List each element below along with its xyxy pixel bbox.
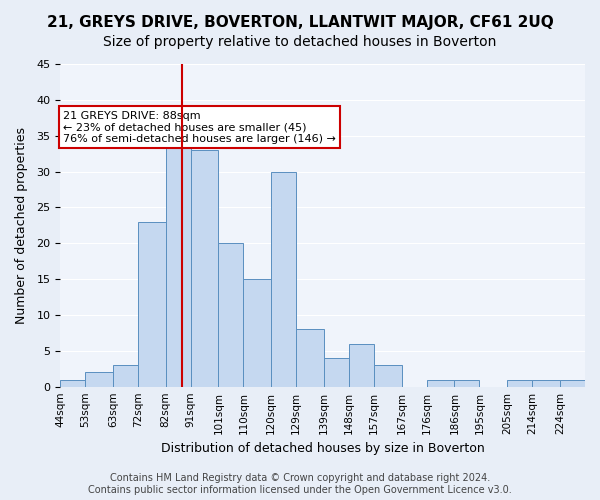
Bar [191, 150, 218, 386]
Text: Contains HM Land Registry data © Crown copyright and database right 2024.
Contai: Contains HM Land Registry data © Crown c… [88, 474, 512, 495]
Bar [560, 380, 585, 386]
Bar [374, 365, 402, 386]
Y-axis label: Number of detached properties: Number of detached properties [15, 127, 28, 324]
Bar [166, 122, 191, 386]
Bar [113, 365, 138, 386]
Bar [324, 358, 349, 386]
Bar [271, 172, 296, 386]
Bar [454, 380, 479, 386]
Bar [507, 380, 532, 386]
Bar [349, 344, 374, 386]
Bar [85, 372, 113, 386]
Bar [60, 380, 85, 386]
Bar [218, 244, 244, 386]
Text: 21, GREYS DRIVE, BOVERTON, LLANTWIT MAJOR, CF61 2UQ: 21, GREYS DRIVE, BOVERTON, LLANTWIT MAJO… [47, 15, 553, 30]
Bar [244, 279, 271, 386]
Bar [296, 330, 324, 386]
Text: Size of property relative to detached houses in Boverton: Size of property relative to detached ho… [103, 35, 497, 49]
Bar [138, 222, 166, 386]
Bar [532, 380, 560, 386]
Text: 21 GREYS DRIVE: 88sqm
← 23% of detached houses are smaller (45)
76% of semi-deta: 21 GREYS DRIVE: 88sqm ← 23% of detached … [63, 110, 336, 144]
X-axis label: Distribution of detached houses by size in Boverton: Distribution of detached houses by size … [161, 442, 484, 455]
Bar [427, 380, 454, 386]
